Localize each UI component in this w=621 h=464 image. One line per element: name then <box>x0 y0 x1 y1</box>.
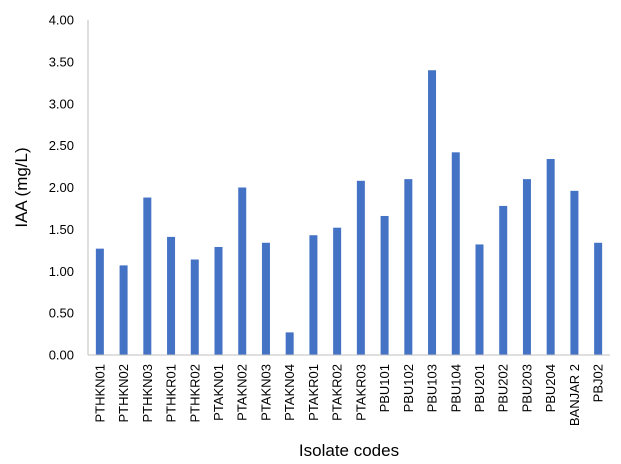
y-tick-label: 2.50 <box>49 138 74 153</box>
x-tick-label: PTHKN02 <box>116 364 131 423</box>
bar <box>238 187 247 355</box>
y-tick-label: 0.50 <box>49 306 74 321</box>
x-tick-label: PBU104 <box>448 364 463 412</box>
x-axis-ticks: PTHKN01 PTHKN02 PTHKN03 PTHKR01 PTHKR02 PTAKN… <box>92 364 605 426</box>
x-tick-label: PTAKR03 <box>353 364 368 421</box>
bar <box>428 70 437 355</box>
x-tick-label: PTAKR02 <box>330 364 345 421</box>
x-tick-label: PBU103 <box>425 364 440 412</box>
x-tick-label: PTHKR02 <box>187 364 202 423</box>
x-tick-label: PTAKN01 <box>211 364 226 421</box>
y-tick-label: 1.00 <box>49 264 74 279</box>
x-tick-label: PTAKR01 <box>306 364 321 421</box>
bar <box>167 236 176 355</box>
y-tick-label: 4.00 <box>49 13 74 28</box>
y-tick-label: 3.50 <box>49 54 74 69</box>
bar <box>143 197 152 355</box>
bar <box>522 179 531 356</box>
x-tick-label: PTAKN02 <box>235 364 250 421</box>
x-tick-label: PTHKN01 <box>92 364 107 423</box>
y-axis-ticks: 0.00 0.50 1.00 1.50 2.00 2.50 3.00 3.50 4.00 <box>49 13 74 363</box>
x-axis-title: Isolate codes <box>299 441 399 460</box>
bar <box>451 152 460 355</box>
bar <box>333 227 342 355</box>
bars <box>95 70 603 356</box>
x-tick-label: PBU204 <box>543 364 558 412</box>
y-axis-title: IAA (mg/L) <box>12 147 31 227</box>
bar <box>285 332 294 355</box>
x-tick-label: PBU101 <box>377 364 392 412</box>
bar <box>356 180 365 355</box>
x-tick-label: PBU201 <box>472 364 487 412</box>
y-tick-label: 1.50 <box>49 222 74 237</box>
x-tick-label: PBJ02 <box>591 364 606 402</box>
bar <box>570 190 579 355</box>
bar <box>594 242 603 355</box>
bar <box>214 246 223 355</box>
y-tick-label: 2.00 <box>49 180 74 195</box>
bar <box>499 205 508 355</box>
bar <box>190 259 199 355</box>
x-tick-label: PTAKN03 <box>258 364 273 421</box>
x-tick-label: PTHKR01 <box>164 364 179 423</box>
y-tick-label: 3.00 <box>49 96 74 111</box>
bar <box>261 242 270 355</box>
bar <box>119 265 128 355</box>
bar <box>309 235 318 355</box>
bar <box>404 179 413 356</box>
x-tick-label: PBU202 <box>496 364 511 412</box>
x-tick-label: PBU203 <box>519 364 534 412</box>
x-tick-label: PBU102 <box>401 364 416 412</box>
bar <box>475 244 484 355</box>
y-tick-label: 0.00 <box>49 348 74 363</box>
x-tick-label: PTHKN03 <box>140 364 155 423</box>
x-tick-label: PTAKN04 <box>282 364 297 421</box>
bar <box>546 159 555 355</box>
bar <box>380 215 389 355</box>
x-tick-label: BANJAR 2 <box>567 364 582 426</box>
bar <box>95 248 104 355</box>
